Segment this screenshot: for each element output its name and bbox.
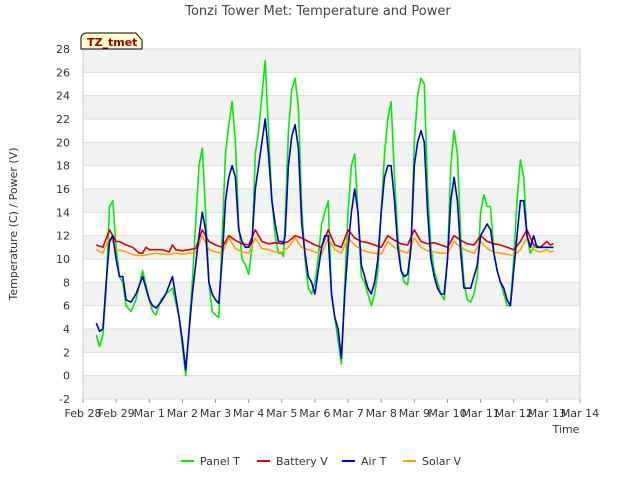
y-tick-label: 2 [63,346,70,359]
x-tick-label: Mar 6 [299,407,330,420]
legend: Panel T Battery V Air T Solar V [181,455,462,468]
x-tick-label: Feb 28 [65,407,102,420]
site-tag-label: TZ_tmet [87,36,137,49]
y-tick-label: 18 [56,160,70,173]
grid-band [83,49,580,73]
legend-label-air-t: Air T [361,455,387,468]
x-tick-label: Feb 29 [98,407,135,420]
y-tick-label: 6 [63,300,70,313]
y-tick-label: -2 [59,393,70,406]
x-tick-label: Mar 10 [428,407,466,420]
x-tick-label: Mar 8 [366,407,397,420]
x-tick-label: Mar 3 [200,407,231,420]
x-tick-label: Mar 11 [461,407,499,420]
series-lines [95,59,554,377]
legend-label-solar-v: Solar V [422,455,462,468]
y-tick-label: 20 [56,136,70,149]
x-tick-label: Mar 9 [399,407,430,420]
grid-band [83,329,580,353]
y-tick-label: 14 [56,206,70,219]
series-line-battery-v [96,229,554,254]
y-tick-label: 10 [56,253,70,266]
site-tag-box [80,32,143,50]
chart-title: Tonzi Tower Met: Temperature and Power [184,4,451,19]
x-axis-label: Time [552,423,580,436]
y-tick-label: 8 [63,276,70,289]
y-tick-label: 16 [56,183,70,196]
grid-band [83,375,580,399]
y-tick-label: 26 [56,66,70,79]
x-tick-label: Mar 12 [495,407,533,420]
x-tick-label: Mar 13 [528,407,566,420]
series-line-solar-v [95,234,554,257]
grid-band [83,189,580,213]
site-tag: TZ_tmet [80,32,143,50]
y-tick-label: 0 [63,370,70,383]
x-tick-label: Mar 7 [332,407,363,420]
grid-band [83,142,580,166]
x-tick-label: Mar 4 [233,407,264,420]
x-tick-label: Mar 1 [134,407,165,420]
y-tick-label: 22 [56,113,70,126]
grid-band [83,95,580,119]
y-axis-label: Temperature (C) / Power (V) [7,147,20,301]
x-tick-label: Mar 5 [266,407,297,420]
y-tick-label: 24 [56,90,70,103]
y-tick-label: 12 [56,230,70,243]
y-tick-label: 4 [63,323,70,336]
series-line-air-t [95,118,554,371]
legend-label-battery-v: Battery V [276,455,328,468]
plot-background-bands [83,49,580,399]
y-tick-label: 28 [56,43,70,56]
legend-label-panel-t: Panel T [200,455,240,468]
x-tick-label: Mar 14 [561,407,599,420]
x-tick-label: Mar 2 [167,407,198,420]
